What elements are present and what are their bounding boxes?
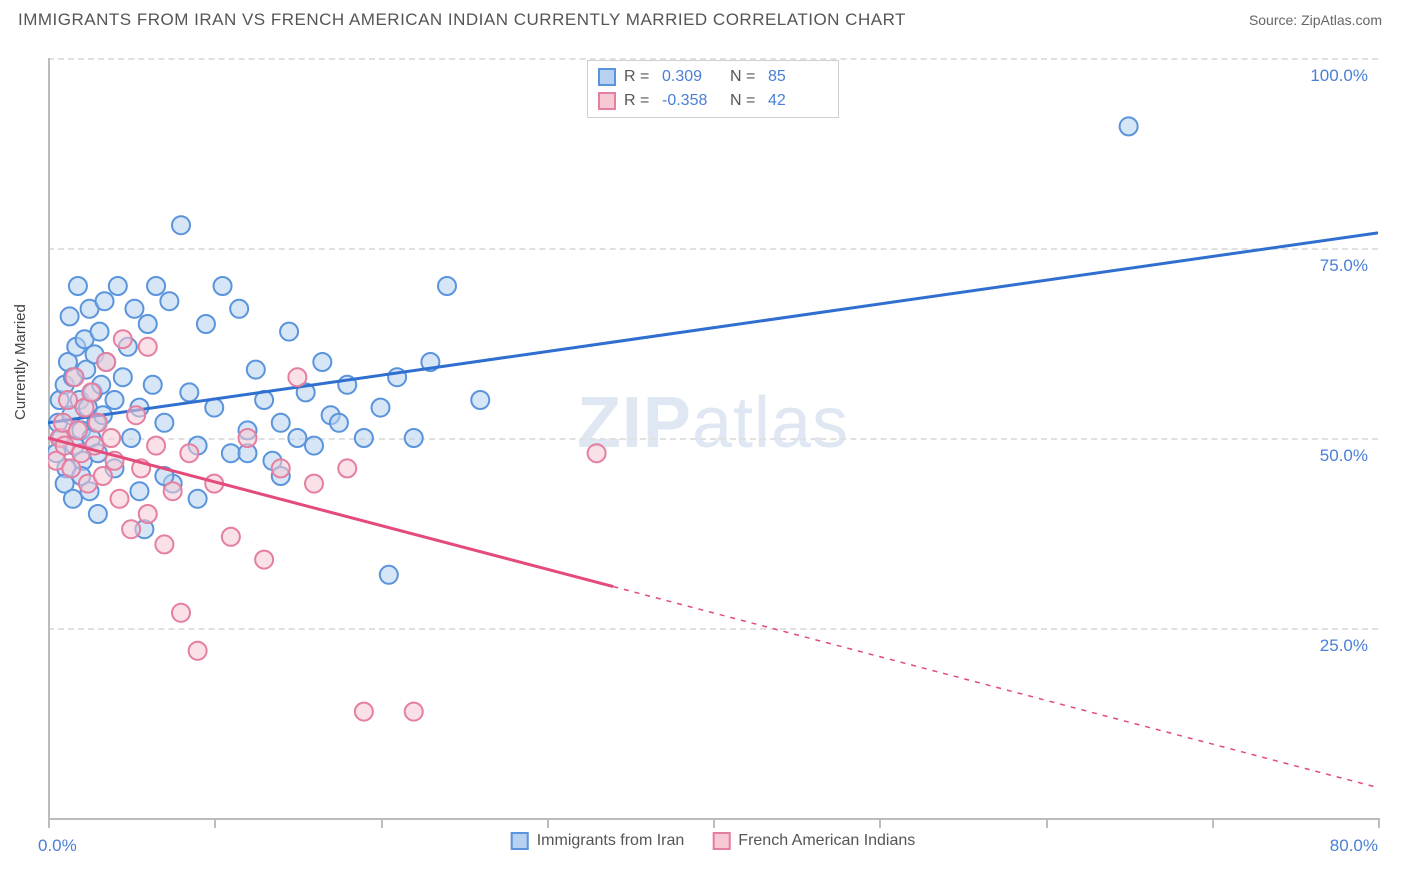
data-point-series-2: [69, 421, 87, 439]
data-point-series-2: [355, 703, 373, 721]
x-tick: [547, 818, 549, 828]
data-point-series-1: [247, 361, 265, 379]
x-tick: [713, 818, 715, 828]
data-point-series-2: [147, 437, 165, 455]
data-point-series-2: [189, 642, 207, 660]
svg-overlay: [48, 58, 1378, 818]
legend-row-series-2: R = -0.358 N = 42: [598, 89, 828, 113]
data-point-series-1: [61, 307, 79, 325]
x-tick: [879, 818, 881, 828]
data-point-series-1: [122, 429, 140, 447]
data-point-series-1: [405, 429, 423, 447]
data-point-series-1: [305, 437, 323, 455]
data-point-series-1: [109, 277, 127, 295]
data-point-series-1: [1120, 117, 1138, 135]
data-point-series-2: [110, 490, 128, 508]
data-point-series-2: [89, 414, 107, 432]
regression-line-series-2: [48, 438, 613, 587]
data-point-series-1: [114, 368, 132, 386]
data-point-series-1: [130, 482, 148, 500]
data-point-series-2: [94, 467, 112, 485]
data-point-series-2: [255, 551, 273, 569]
data-point-series-1: [147, 277, 165, 295]
data-point-series-2: [405, 703, 423, 721]
data-point-series-1: [180, 383, 198, 401]
chart-header: IMMIGRANTS FROM IRAN VS FRENCH AMERICAN …: [0, 0, 1406, 36]
data-point-series-1: [214, 277, 232, 295]
data-point-series-1: [64, 490, 82, 508]
legend-item-series-1: Immigrants from Iran: [511, 832, 685, 850]
regression-extrapolation-series-2: [613, 587, 1378, 788]
data-point-series-2: [239, 429, 257, 447]
data-point-series-2: [59, 391, 77, 409]
legend-correlation: R = 0.309 N = 85 R = -0.358 N = 42: [587, 60, 839, 118]
data-point-series-2: [338, 459, 356, 477]
data-point-series-1: [89, 505, 107, 523]
data-point-series-1: [96, 292, 114, 310]
data-point-series-2: [180, 444, 198, 462]
chart-area: ZIPatlas 25.0%50.0%75.0%100.0%0.0%80.0% …: [48, 58, 1378, 818]
x-tick: [1046, 818, 1048, 828]
chart-title: IMMIGRANTS FROM IRAN VS FRENCH AMERICAN …: [18, 10, 906, 30]
legend-item-series-2: French American Indians: [712, 832, 915, 850]
data-point-series-1: [106, 391, 124, 409]
data-point-series-1: [155, 414, 173, 432]
x-min-label: 0.0%: [38, 836, 77, 856]
data-point-series-1: [125, 300, 143, 318]
data-point-series-1: [272, 414, 290, 432]
data-point-series-1: [144, 376, 162, 394]
legend-swatch-bottom-2: [712, 832, 730, 850]
legend-swatch-series-2: [598, 92, 616, 110]
data-point-series-2: [66, 368, 84, 386]
data-point-series-1: [471, 391, 489, 409]
x-tick: [214, 818, 216, 828]
legend-series: Immigrants from Iran French American Ind…: [511, 832, 916, 850]
data-point-series-2: [164, 482, 182, 500]
regression-line-series-1: [48, 233, 1378, 423]
data-point-series-2: [102, 429, 120, 447]
data-point-series-1: [222, 444, 240, 462]
legend-swatch-bottom-1: [511, 832, 529, 850]
data-point-series-2: [122, 520, 140, 538]
data-point-series-1: [288, 429, 306, 447]
data-point-series-2: [114, 330, 132, 348]
data-point-series-2: [139, 505, 157, 523]
data-point-series-1: [438, 277, 456, 295]
data-point-series-2: [172, 604, 190, 622]
data-point-series-1: [197, 315, 215, 333]
data-point-series-1: [380, 566, 398, 584]
data-point-series-2: [139, 338, 157, 356]
data-point-series-2: [127, 406, 145, 424]
y-axis-label: Currently Married: [12, 304, 29, 420]
data-point-series-2: [97, 353, 115, 371]
data-point-series-1: [280, 323, 298, 341]
x-tick: [381, 818, 383, 828]
legend-swatch-series-1: [598, 68, 616, 86]
data-point-series-1: [230, 300, 248, 318]
x-tick: [1378, 818, 1380, 828]
chart-source: Source: ZipAtlas.com: [1249, 12, 1382, 28]
data-point-series-2: [288, 368, 306, 386]
data-point-series-1: [160, 292, 178, 310]
data-point-series-1: [172, 216, 190, 234]
data-point-series-2: [82, 383, 100, 401]
data-point-series-1: [139, 315, 157, 333]
x-tick: [1212, 818, 1214, 828]
data-point-series-1: [313, 353, 331, 371]
x-max-label: 80.0%: [1330, 836, 1378, 856]
data-point-series-2: [272, 459, 290, 477]
x-tick: [48, 818, 50, 828]
data-point-series-2: [305, 475, 323, 493]
data-point-series-1: [91, 323, 109, 341]
data-point-series-2: [155, 535, 173, 553]
data-point-series-1: [189, 490, 207, 508]
data-point-series-1: [372, 399, 390, 417]
data-point-series-2: [588, 444, 606, 462]
data-point-series-1: [69, 277, 87, 295]
data-point-series-1: [355, 429, 373, 447]
data-point-series-1: [330, 414, 348, 432]
legend-row-series-1: R = 0.309 N = 85: [598, 65, 828, 89]
data-point-series-2: [222, 528, 240, 546]
